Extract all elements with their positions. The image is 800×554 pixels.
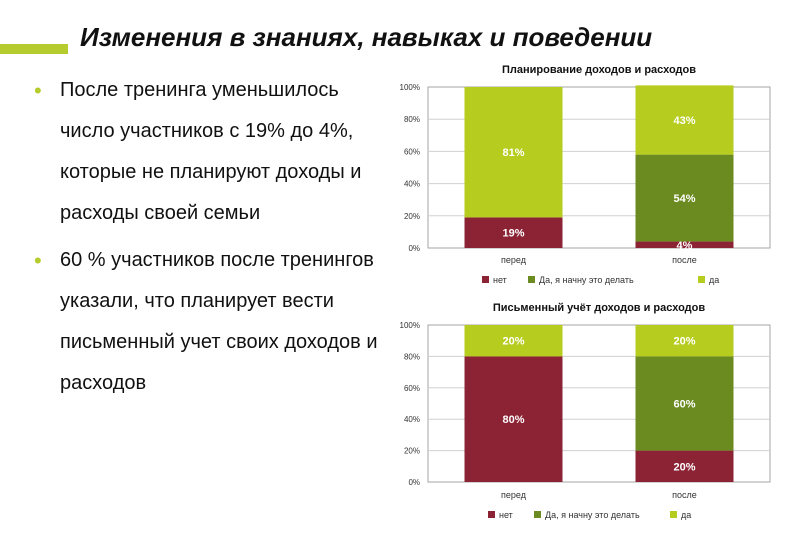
chart-written-accounting: Письменный учёт доходов и расходов 0% 20% 4… bbox=[400, 302, 771, 520]
chart-income-planning: Планирование доходов и расходов 0% 20% 40% 6… bbox=[400, 64, 771, 285]
legend-swatch bbox=[534, 511, 541, 518]
bullet-dot-icon: • bbox=[34, 248, 42, 273]
y-tick-label: 100% bbox=[400, 83, 420, 92]
bar-segment bbox=[635, 154, 734, 242]
y-tick-label: 60% bbox=[404, 147, 420, 156]
bullet-text: 60 % участников после тренингов указали,… bbox=[60, 249, 378, 394]
x-category-label: перед bbox=[501, 255, 527, 265]
y-tick-label: 0% bbox=[408, 478, 420, 487]
legend-swatch bbox=[698, 276, 705, 283]
bar-segment bbox=[464, 325, 563, 357]
chart-title: Планирование доходов и расходов bbox=[502, 64, 696, 76]
bar-segment bbox=[635, 241, 734, 248]
data-label: 20% bbox=[502, 336, 524, 348]
data-label: 81% bbox=[502, 147, 524, 159]
data-label: 54% bbox=[673, 193, 695, 205]
y-tick-label: 40% bbox=[404, 180, 420, 189]
y-tick-label: 100% bbox=[400, 321, 420, 330]
legend-label: да bbox=[709, 275, 719, 285]
data-label: 60% bbox=[673, 399, 695, 411]
y-tick-label: 0% bbox=[408, 244, 420, 253]
bar-segment bbox=[464, 217, 563, 248]
x-category-label: после bbox=[672, 490, 697, 500]
bar-segment bbox=[464, 356, 563, 482]
legend-swatch bbox=[488, 511, 495, 518]
data-label: 20% bbox=[673, 336, 695, 348]
bar-segment bbox=[635, 450, 734, 482]
bar-segment bbox=[635, 356, 734, 451]
title-accent-bar bbox=[0, 44, 68, 54]
data-label: 19% bbox=[502, 228, 524, 240]
bullet-text: После тренинга уменьшилось число участни… bbox=[60, 79, 362, 224]
legend-label: Да, я начну это делать bbox=[545, 510, 640, 520]
plot-area-border bbox=[427, 86, 771, 249]
data-label: 43% bbox=[673, 115, 695, 127]
bar-segment bbox=[635, 85, 734, 155]
legend-label: Да, я начну это делать bbox=[539, 275, 634, 285]
data-label: 4% bbox=[677, 240, 693, 252]
legend-label: нет bbox=[499, 510, 513, 520]
y-tick-label: 80% bbox=[404, 352, 420, 361]
chart-title: Письменный учёт доходов и расходов bbox=[493, 302, 705, 314]
y-tick-label: 80% bbox=[404, 115, 420, 124]
plot-area-border bbox=[427, 324, 771, 483]
data-label: 20% bbox=[673, 461, 695, 473]
bullet-dot-icon: • bbox=[34, 78, 42, 103]
bullet-list: • После тренинга уменьшилось число участ… bbox=[28, 70, 388, 410]
legend-swatch bbox=[670, 511, 677, 518]
bar-segment bbox=[635, 325, 734, 357]
legend-label: да bbox=[681, 510, 691, 520]
data-label: 80% bbox=[502, 414, 524, 426]
legend-swatch bbox=[528, 276, 535, 283]
x-category-label: перед bbox=[501, 490, 527, 500]
legend-label: нет bbox=[493, 275, 507, 285]
y-tick-label: 20% bbox=[404, 212, 420, 221]
y-tick-label: 40% bbox=[404, 415, 420, 424]
bullet-item: • 60 % участников после тренингов указал… bbox=[28, 240, 388, 404]
legend-swatch bbox=[482, 276, 489, 283]
slide-title: Изменения в знаниях, навыках и поведении bbox=[80, 22, 653, 52]
y-tick-label: 60% bbox=[404, 384, 420, 393]
x-category-label: после bbox=[672, 255, 697, 265]
y-tick-label: 20% bbox=[404, 447, 420, 456]
bullet-item: • После тренинга уменьшилось число участ… bbox=[28, 70, 388, 234]
bar-segment bbox=[464, 87, 563, 218]
